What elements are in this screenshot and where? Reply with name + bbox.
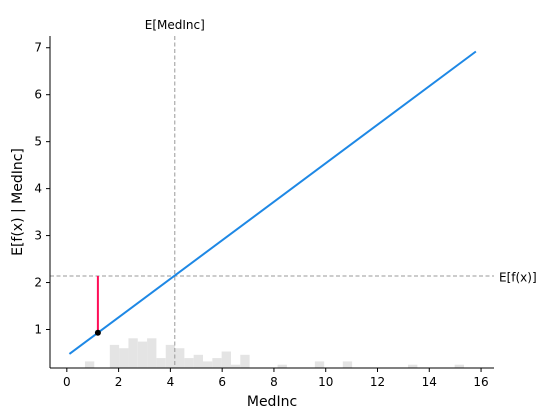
dependence-line-layer [68, 50, 477, 355]
histogram-bar [314, 361, 325, 368]
y-tick-label: 2 [34, 276, 42, 290]
histogram-bar [128, 338, 138, 368]
histogram-bar [137, 341, 148, 368]
x-tick-label: 6 [218, 375, 226, 389]
highlight-point [94, 329, 101, 336]
highlight-layer [94, 275, 101, 336]
histogram-bar [109, 344, 120, 368]
histogram-bar [240, 354, 250, 368]
y-tick-label: 7 [34, 41, 42, 55]
dependence-line [68, 50, 477, 355]
x-tick-label: 8 [270, 375, 278, 389]
histogram-bar [277, 364, 287, 368]
y-tick-label: 1 [34, 322, 42, 336]
histogram-bar [203, 361, 213, 368]
y-tick-label: 6 [34, 88, 42, 102]
histogram-bar [119, 348, 129, 368]
reference-lines [50, 36, 494, 368]
expected-x-label: E[MedInc] [145, 18, 205, 32]
histogram-bar [408, 364, 418, 368]
x-tick-label: 14 [422, 375, 437, 389]
y-axis-label: E[f(x) | MedInc] [10, 148, 26, 256]
y-tick-label: 3 [34, 229, 42, 243]
y-tick-label: 4 [34, 182, 42, 196]
histogram-bar [230, 364, 241, 368]
histogram-bar [175, 348, 185, 368]
expected-fx-label: E[f(x)] [499, 270, 537, 284]
histogram-bar [342, 361, 353, 368]
x-axis-label: MedInc [247, 394, 297, 410]
histogram-bar [147, 338, 157, 368]
x-tick-label: 2 [115, 375, 123, 389]
x-tick-label: 12 [370, 375, 385, 389]
histogram-bar [184, 358, 194, 368]
x-tick-label: 16 [473, 375, 488, 389]
y-tick-label: 5 [34, 135, 42, 149]
histogram-bar [156, 358, 166, 368]
histogram-bar [454, 364, 464, 368]
histogram-bar [212, 358, 222, 368]
x-tick-label: 10 [318, 375, 333, 389]
histogram [84, 338, 464, 368]
histogram-bar [165, 344, 176, 368]
x-tick-label: 0 [63, 375, 71, 389]
histogram-bar [193, 354, 204, 368]
histogram-bar [84, 361, 95, 368]
x-tick-label: 4 [167, 375, 175, 389]
labels: E[MedInc] E[f(x)] MedInc E[f(x) | MedInc… [10, 18, 537, 410]
histogram-bar [221, 351, 231, 368]
